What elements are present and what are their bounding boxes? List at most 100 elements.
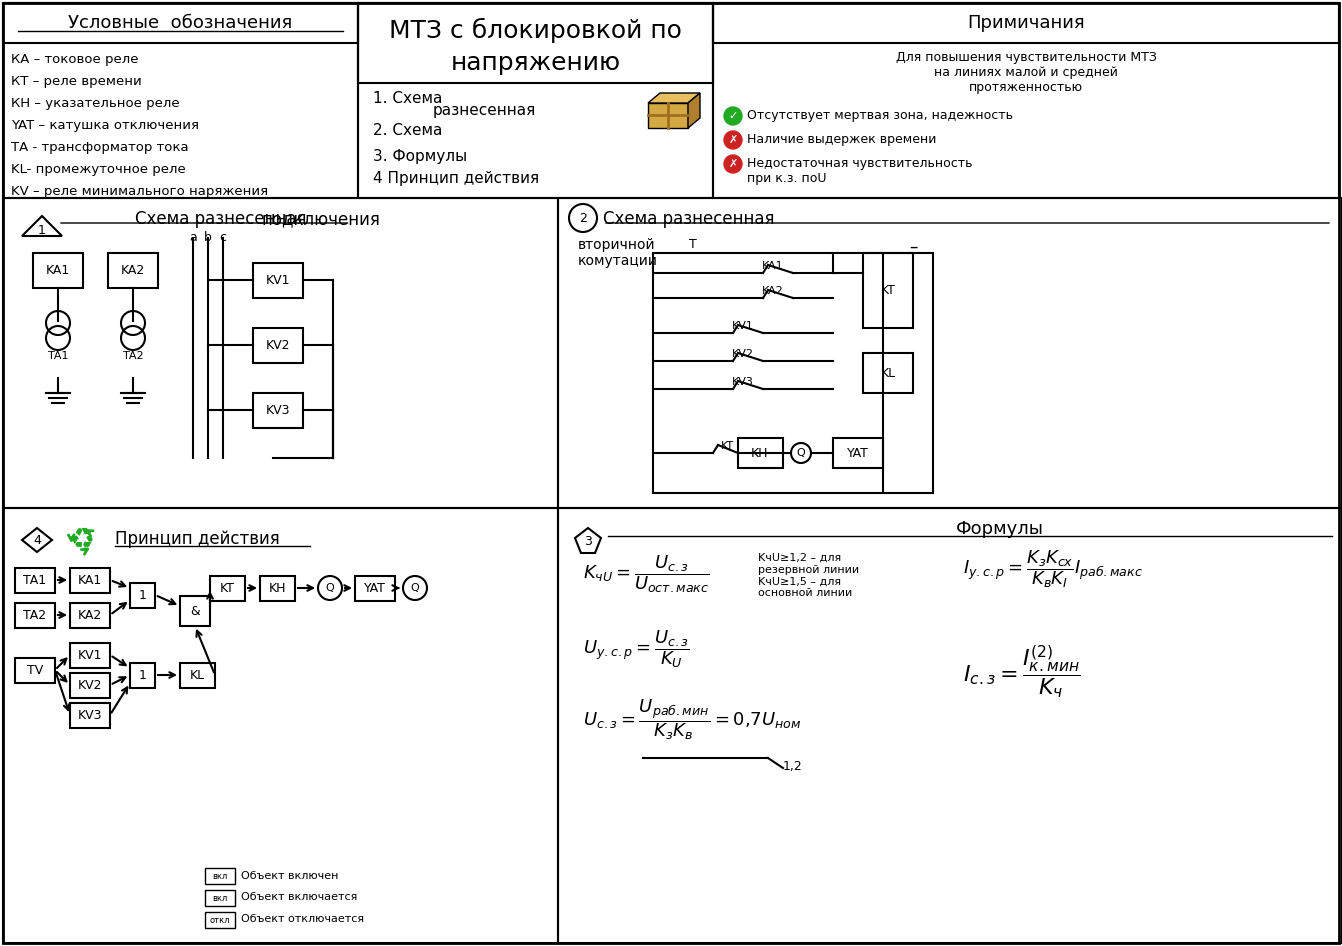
Text: KV2: KV2 bbox=[731, 349, 754, 359]
Text: 1: 1 bbox=[38, 223, 46, 236]
Text: 1: 1 bbox=[138, 669, 146, 682]
Text: 2: 2 bbox=[578, 212, 586, 224]
Bar bbox=[15, 568, 55, 593]
Text: КТ – реле времени: КТ – реле времени bbox=[11, 75, 142, 88]
Text: YAT: YAT bbox=[847, 447, 868, 460]
Bar bbox=[180, 596, 209, 626]
Bar bbox=[3, 198, 558, 508]
Bar bbox=[260, 576, 295, 601]
Bar bbox=[3, 508, 558, 943]
Text: $I_{с.з} = \dfrac{I^{(2)}_{к.мин}}{K_ч}$: $I_{с.з} = \dfrac{I^{(2)}_{к.мин}}{K_ч}$ bbox=[964, 643, 1080, 701]
Text: Q: Q bbox=[326, 583, 334, 593]
Bar bbox=[254, 393, 303, 428]
Bar bbox=[205, 868, 235, 884]
Text: KA2: KA2 bbox=[78, 609, 102, 622]
Bar bbox=[70, 643, 110, 668]
Polygon shape bbox=[688, 93, 701, 128]
Bar bbox=[3, 3, 358, 198]
Circle shape bbox=[723, 155, 742, 173]
Text: –: – bbox=[909, 238, 917, 256]
Text: c: c bbox=[220, 231, 227, 244]
Text: KA1: KA1 bbox=[78, 574, 102, 587]
Text: KL: KL bbox=[880, 366, 895, 379]
Text: Отсутствует мертвая зона, надежность: Отсутствует мертвая зона, надежность bbox=[747, 109, 1013, 122]
Text: a: a bbox=[189, 231, 197, 244]
Bar bbox=[254, 263, 303, 298]
Text: ✗: ✗ bbox=[729, 159, 738, 169]
Text: Принцип действия: Принцип действия bbox=[115, 530, 279, 548]
Bar bbox=[15, 658, 55, 683]
Text: вкл: вкл bbox=[212, 894, 228, 902]
Bar bbox=[558, 508, 1342, 943]
Text: напряжению: напряжению bbox=[451, 51, 620, 75]
Text: KV – реле минимального наряжения: KV – реле минимального наряжения bbox=[11, 185, 268, 198]
Text: KA2: KA2 bbox=[762, 286, 784, 296]
Bar bbox=[107, 253, 158, 288]
Text: KA1: KA1 bbox=[46, 264, 70, 276]
Polygon shape bbox=[648, 93, 701, 103]
Bar bbox=[70, 603, 110, 628]
Text: Примичания: Примичания bbox=[968, 14, 1084, 32]
Text: KV3: KV3 bbox=[78, 709, 102, 722]
Text: $K_{чU} = \dfrac{U_{с.з}}{U_{ост.макс}}$: $K_{чU} = \dfrac{U_{с.з}}{U_{ост.макс}}$ bbox=[582, 553, 710, 595]
Text: KA1: KA1 bbox=[762, 261, 784, 271]
Bar bbox=[713, 3, 1339, 43]
Bar bbox=[70, 703, 110, 728]
Text: KV3: KV3 bbox=[733, 377, 754, 387]
Text: 1,2: 1,2 bbox=[782, 760, 803, 773]
Bar bbox=[3, 3, 358, 43]
Text: Объект включается: Объект включается bbox=[242, 892, 357, 902]
Text: TV: TV bbox=[27, 664, 43, 677]
Text: Наличие выдержек времени: Наличие выдержек времени bbox=[747, 133, 937, 146]
Text: TA1: TA1 bbox=[23, 574, 47, 587]
Text: KV2: KV2 bbox=[78, 679, 102, 692]
Text: откл: откл bbox=[209, 916, 231, 924]
Text: вторичной
комутации: вторичной комутации bbox=[578, 238, 658, 269]
Text: KT: KT bbox=[220, 582, 235, 595]
Bar bbox=[130, 663, 154, 688]
Text: ТА - трансформатор тока: ТА - трансформатор тока bbox=[11, 141, 189, 154]
Text: ♻: ♻ bbox=[70, 526, 94, 554]
Bar bbox=[34, 253, 83, 288]
Text: KV1: KV1 bbox=[78, 649, 102, 662]
Text: вкл: вкл bbox=[212, 871, 228, 881]
Text: KH: KH bbox=[268, 582, 286, 595]
Text: $I_{у.с.р} = \dfrac{K_з K_{сх}}{K_в K_I} I_{раб.макс}$: $I_{у.с.р} = \dfrac{K_з K_{сх}}{K_в K_I}… bbox=[964, 548, 1143, 589]
Text: подключения: подключения bbox=[262, 210, 380, 228]
Bar bbox=[70, 673, 110, 698]
Text: 1: 1 bbox=[138, 589, 146, 602]
Text: КА – токовое реле: КА – токовое реле bbox=[11, 53, 138, 66]
Text: TA2: TA2 bbox=[23, 609, 47, 622]
Text: &: & bbox=[191, 604, 200, 618]
Text: 2. Схема: 2. Схема bbox=[373, 123, 443, 138]
Circle shape bbox=[723, 131, 742, 149]
Bar bbox=[254, 328, 303, 363]
Bar bbox=[358, 3, 713, 83]
Text: Недостаточная чувствительность
при к.з. поU: Недостаточная чувствительность при к.з. … bbox=[747, 157, 973, 185]
Text: Условные  обозначения: Условные обозначения bbox=[68, 14, 293, 32]
Text: 3. Формулы: 3. Формулы bbox=[373, 149, 467, 164]
Text: KL: KL bbox=[191, 669, 205, 682]
Text: YAT: YAT bbox=[364, 582, 386, 595]
Text: 4 Принцип действия: 4 Принцип действия bbox=[373, 171, 539, 186]
Text: KV2: KV2 bbox=[266, 339, 290, 352]
Text: KH: KH bbox=[752, 447, 769, 460]
Text: 4: 4 bbox=[34, 534, 42, 547]
Bar bbox=[180, 663, 215, 688]
Bar bbox=[15, 603, 55, 628]
Text: KA2: KA2 bbox=[121, 264, 145, 276]
Text: KV1: KV1 bbox=[733, 321, 754, 331]
Bar bbox=[863, 253, 913, 328]
Text: Схема разнесенная: Схема разнесенная bbox=[134, 210, 306, 228]
Text: разнесенная: разнесенная bbox=[433, 103, 537, 118]
Bar bbox=[833, 438, 883, 468]
Text: KT: KT bbox=[880, 284, 895, 296]
Text: 3: 3 bbox=[584, 534, 592, 548]
Text: Q: Q bbox=[411, 583, 419, 593]
Polygon shape bbox=[648, 103, 688, 128]
Text: 1. Схема: 1. Схема bbox=[373, 91, 443, 106]
Text: $U_{у.с.р} = \dfrac{U_{с.з}}{K_U}$: $U_{у.с.р} = \dfrac{U_{с.з}}{K_U}$ bbox=[582, 628, 690, 670]
Text: КН – указательное реле: КН – указательное реле bbox=[11, 97, 180, 110]
Text: $U_{с.з} = \dfrac{U_{раб.мин}}{K_з K_в} = 0{,}7U_{ном}$: $U_{с.з} = \dfrac{U_{раб.мин}}{K_з K_в} … bbox=[582, 698, 801, 743]
Text: KL- промежуточное реле: KL- промежуточное реле bbox=[11, 163, 185, 176]
